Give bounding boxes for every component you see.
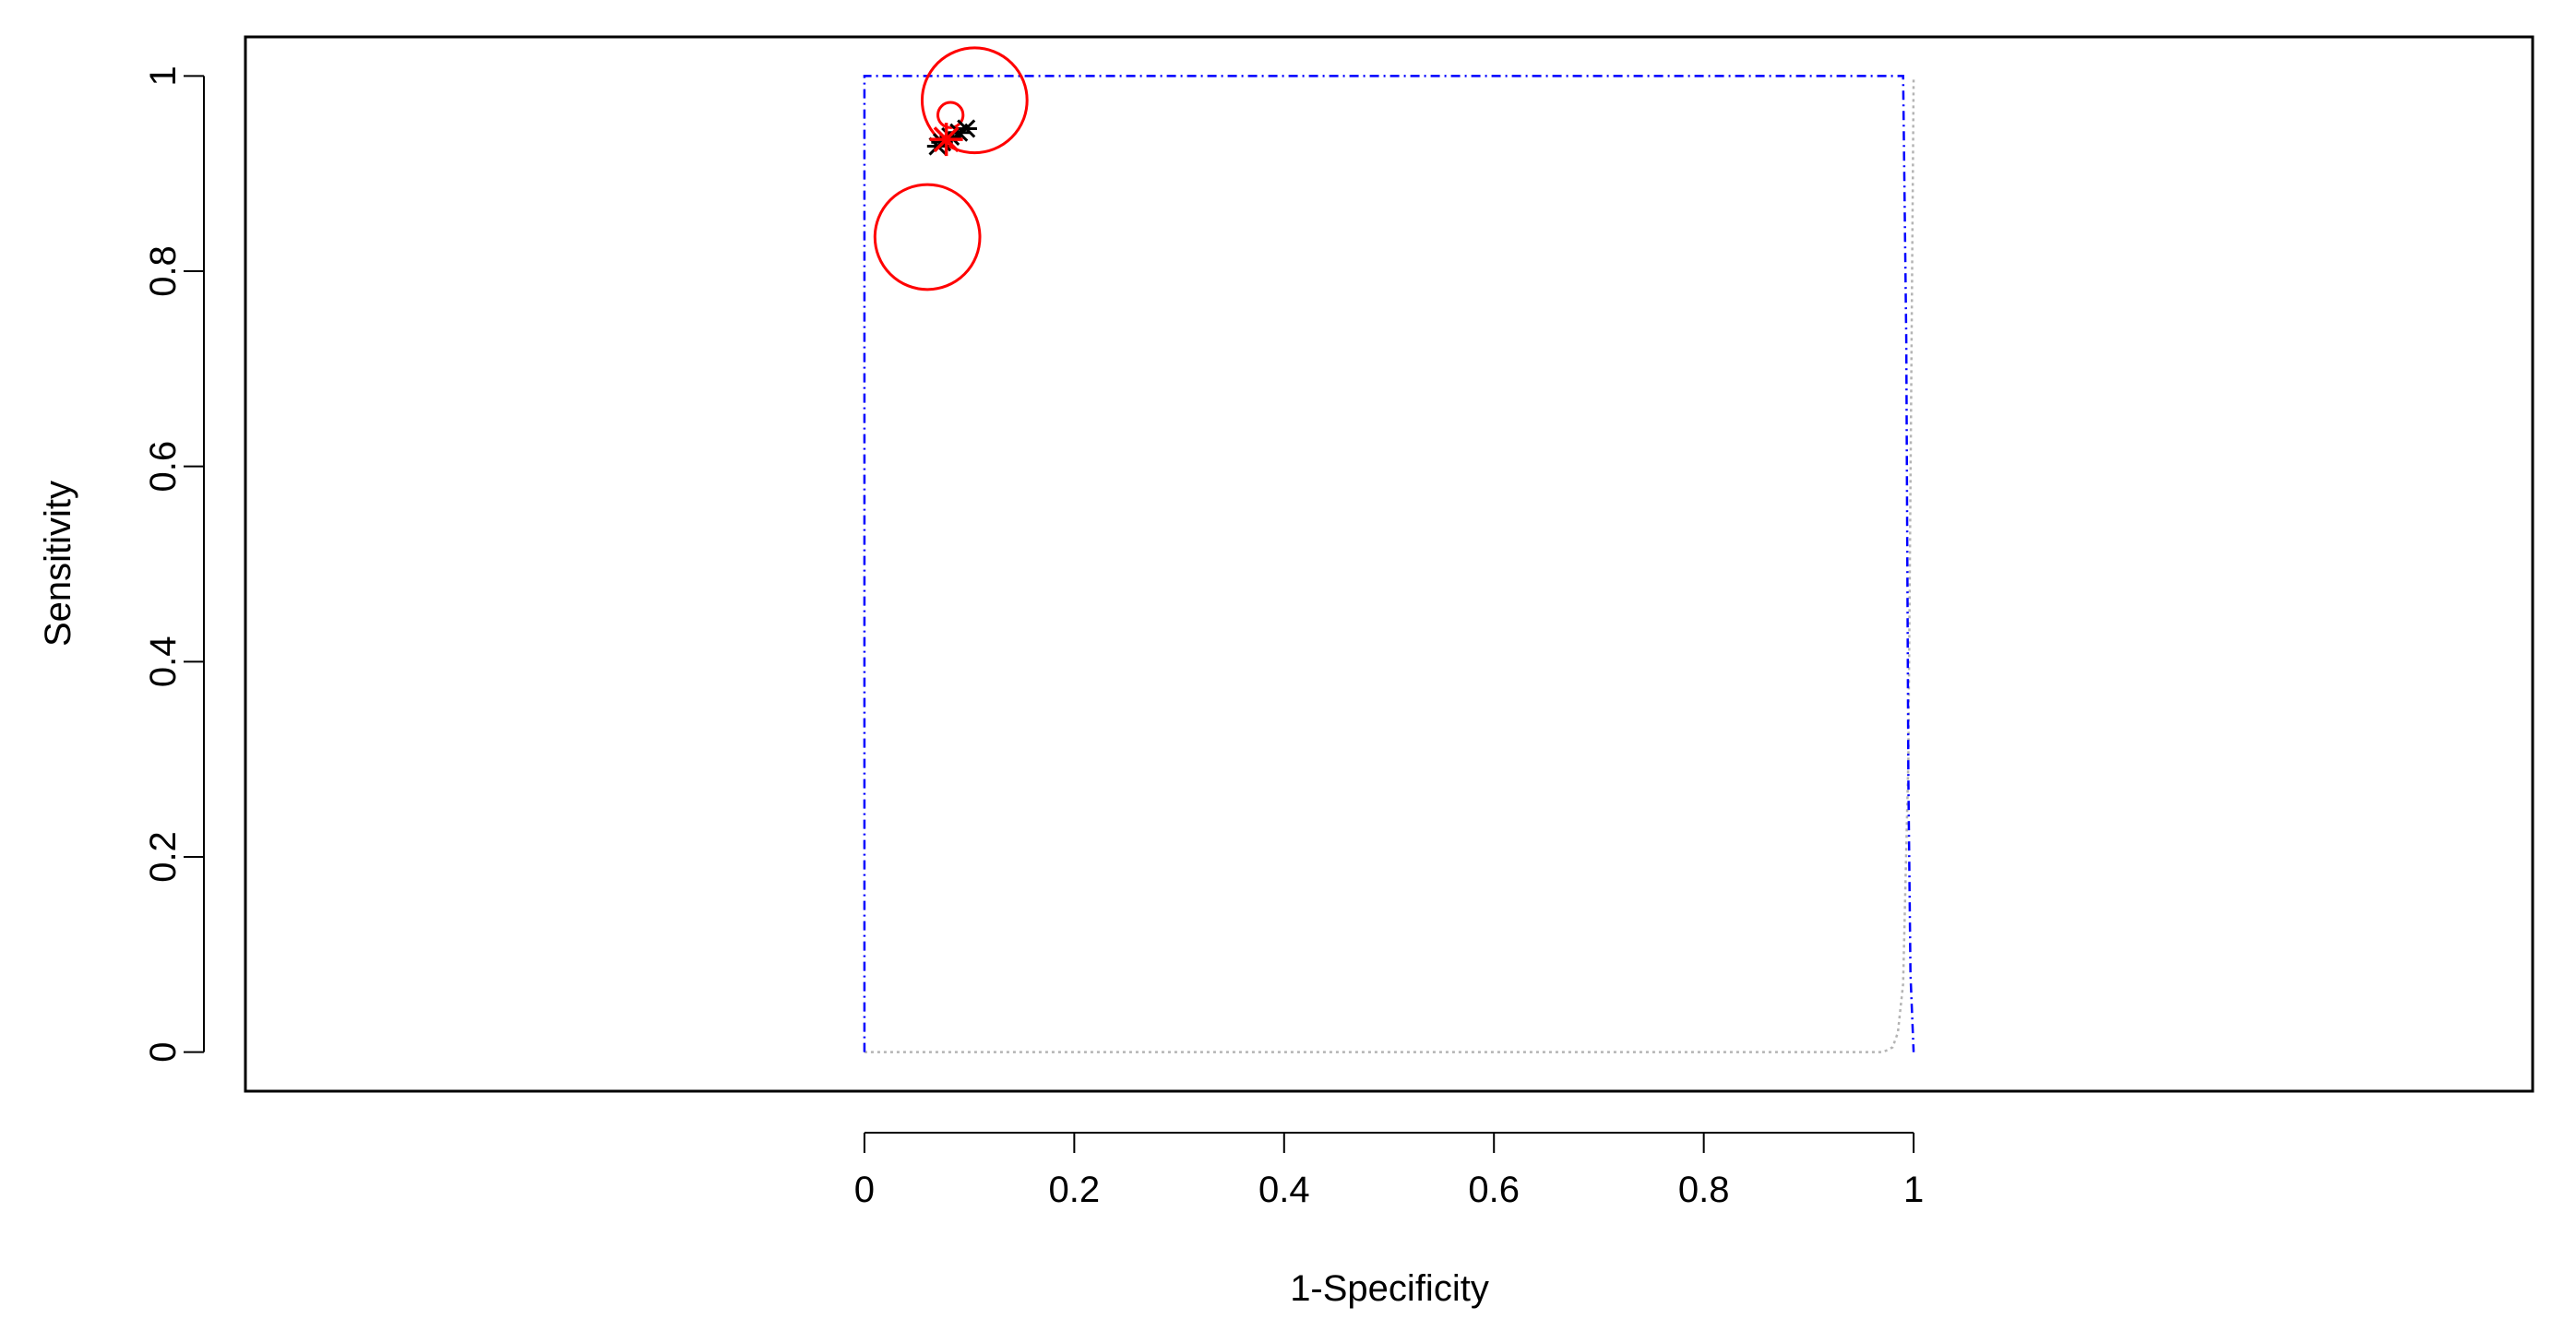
x-tick-label: 1 (1903, 1170, 1924, 1210)
study-circle (920, 46, 1029, 155)
study-circle (873, 183, 982, 291)
y-axis: 0 0.2 0.4 0.6 0.8 1 (143, 65, 205, 1063)
x-tick-label: 0 (854, 1170, 875, 1210)
x-axis: 0 0.2 0.4 0.6 0.8 1 (854, 1132, 1924, 1210)
y-tick-label: 0 (143, 1042, 184, 1063)
summary-point-stroke (933, 126, 960, 153)
y-tick-label: 0.2 (143, 831, 184, 883)
y-tick-label: 0.4 (143, 636, 184, 688)
x-tick-label: 0.2 (1049, 1170, 1101, 1210)
x-tick-label: 0.6 (1468, 1170, 1520, 1210)
plot-series (863, 46, 1915, 1053)
y-tick-label: 1 (143, 65, 184, 86)
x-tick-label: 0.8 (1678, 1170, 1730, 1210)
plot-frame (244, 35, 2534, 1093)
x-axis-title: 1-Specificity (1290, 1268, 1489, 1309)
y-axis-title: Sensitivity (38, 481, 78, 647)
study-circle (936, 101, 965, 129)
x-tick-label: 0.4 (1258, 1170, 1310, 1210)
sroc-curve (863, 75, 1915, 1052)
reference-line (864, 76, 1915, 1053)
y-tick-label: 0.8 (143, 245, 184, 297)
y-tick-label: 0.6 (143, 441, 184, 493)
summary-point (929, 123, 963, 157)
